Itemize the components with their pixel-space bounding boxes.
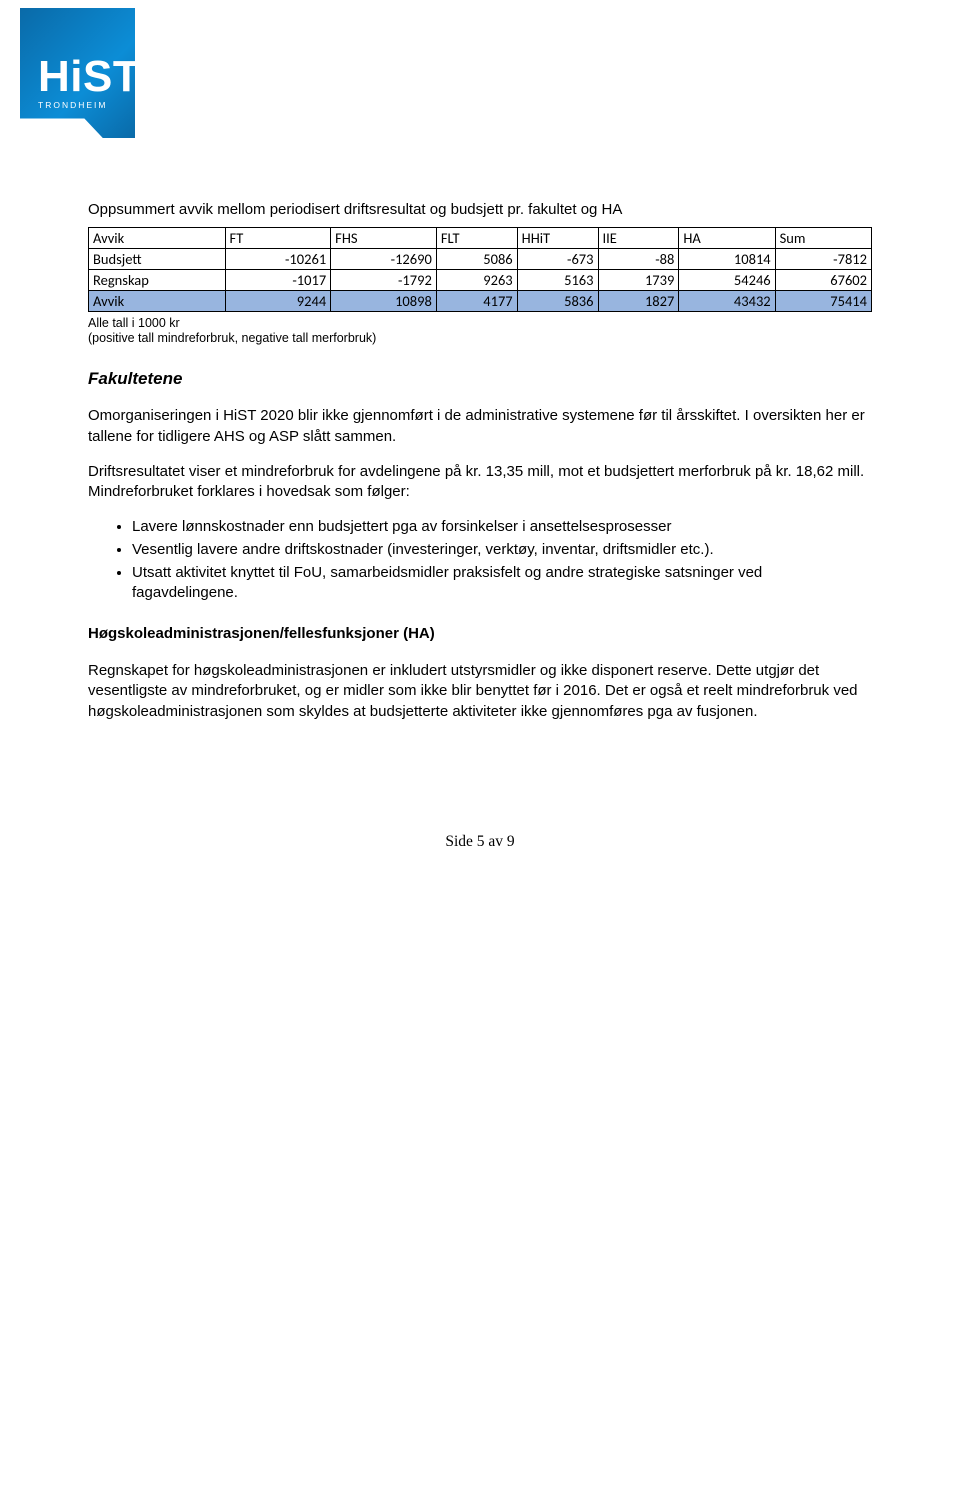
paragraph: Omorganiseringen i HiST 2020 blir ikke g… — [88, 406, 872, 447]
col-header: HHiT — [517, 227, 598, 248]
paragraph: Driftsresultatet viser et mindreforbruk … — [88, 462, 872, 503]
table-row: Regnskap -1017 -1792 9263 5163 1739 5424… — [89, 269, 872, 290]
cell: 67602 — [775, 269, 871, 290]
page: HiST TRONDHEIM Oppsummert avvik mellom p… — [0, 0, 960, 891]
bullet-list: Lavere lønnskostnader enn budsjettert pg… — [88, 517, 872, 604]
cell: 9263 — [436, 269, 517, 290]
col-header: Avvik — [89, 227, 226, 248]
cell: -10261 — [225, 248, 331, 269]
hist-logo: HiST TRONDHEIM — [20, 8, 135, 138]
page-footer: Side 5 av 9 — [88, 833, 872, 851]
avvik-table: Avvik FT FHS FLT HHiT IIE HA Sum Budsjet… — [88, 227, 872, 312]
table-row: Budsjett -10261 -12690 5086 -673 -88 108… — [89, 248, 872, 269]
cell: 43432 — [679, 290, 775, 311]
cell: -12690 — [331, 248, 437, 269]
cell: -673 — [517, 248, 598, 269]
cell: 1827 — [598, 290, 679, 311]
cell: 1739 — [598, 269, 679, 290]
paragraph: Regnskapet for høgskoleadministrasjonen … — [88, 661, 872, 723]
row-label: Regnskap — [89, 269, 226, 290]
ha-heading: Høgskoleadministrasjonen/fellesfunksjone… — [88, 624, 872, 645]
logo-subtext: TRONDHEIM — [38, 100, 107, 110]
cell: 9244 — [225, 290, 331, 311]
cell: 5836 — [517, 290, 598, 311]
row-label: Avvik — [89, 290, 226, 311]
cell: -7812 — [775, 248, 871, 269]
col-header: FLT — [436, 227, 517, 248]
document-content: Oppsummert avvik mellom periodisert drif… — [88, 200, 872, 851]
col-header: IIE — [598, 227, 679, 248]
cell: -1017 — [225, 269, 331, 290]
cell: 54246 — [679, 269, 775, 290]
cell: 5086 — [436, 248, 517, 269]
table-row-highlight: Avvik 9244 10898 4177 5836 1827 43432 75… — [89, 290, 872, 311]
intro-paragraph: Oppsummert avvik mellom periodisert drif… — [88, 200, 872, 221]
table-note: Alle tall i 1000 kr (positive tall mindr… — [88, 316, 872, 347]
list-item: Vesentlig lavere andre driftskostnader (… — [132, 540, 872, 561]
col-header: Sum — [775, 227, 871, 248]
table-header-row: Avvik FT FHS FLT HHiT IIE HA Sum — [89, 227, 872, 248]
logo-text: HiST — [38, 52, 140, 102]
col-header: FHS — [331, 227, 437, 248]
cell: 5163 — [517, 269, 598, 290]
note-line-1: Alle tall i 1000 kr — [88, 316, 180, 330]
col-header: HA — [679, 227, 775, 248]
col-header: FT — [225, 227, 331, 248]
cell: 4177 — [436, 290, 517, 311]
cell: 75414 — [775, 290, 871, 311]
fakultetene-heading: Fakultetene — [88, 367, 872, 390]
cell: -1792 — [331, 269, 437, 290]
cell: -88 — [598, 248, 679, 269]
cell: 10898 — [331, 290, 437, 311]
row-label: Budsjett — [89, 248, 226, 269]
list-item: Utsatt aktivitet knyttet til FoU, samarb… — [132, 563, 872, 604]
note-line-2: (positive tall mindreforbruk, negative t… — [88, 331, 376, 345]
cell: 10814 — [679, 248, 775, 269]
list-item: Lavere lønnskostnader enn budsjettert pg… — [132, 517, 872, 538]
